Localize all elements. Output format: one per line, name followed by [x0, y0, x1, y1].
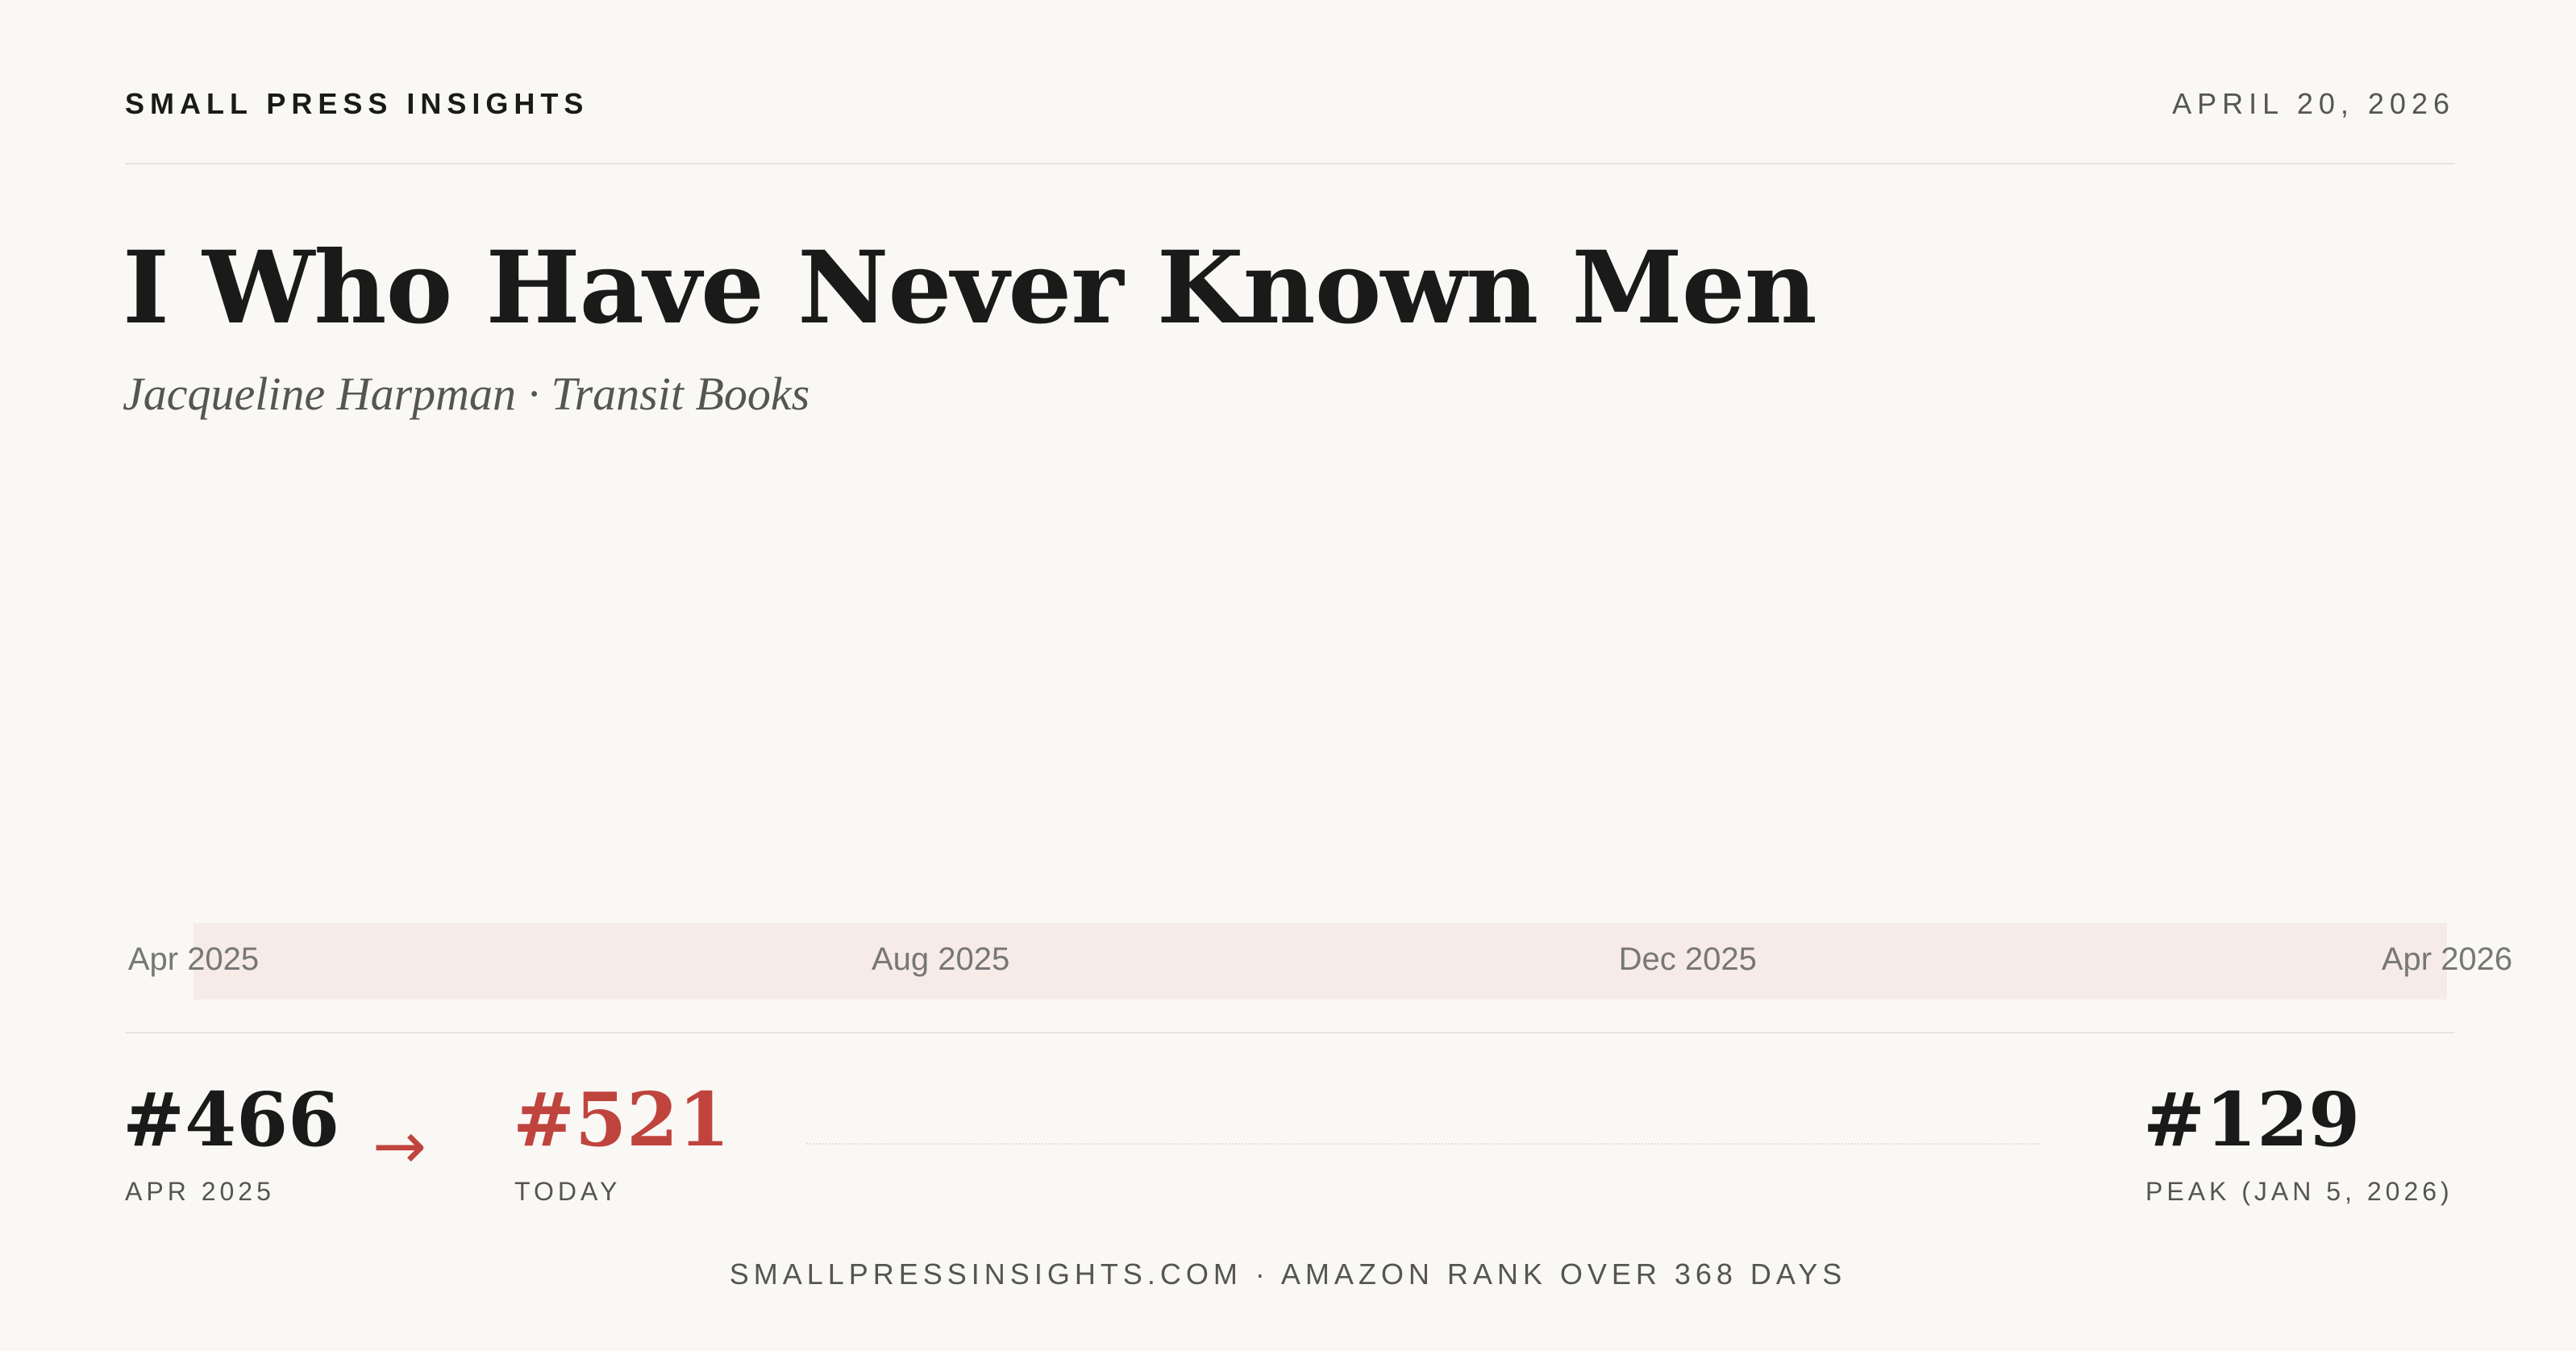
top-divider	[125, 163, 2455, 164]
brand-name: SMALL PRESS INSIGHTS	[125, 87, 589, 120]
footer-credit: SMALLPRESSINSIGHTS.COM · AMAZON RANK OVE…	[729, 1257, 1847, 1291]
x-tick-label: Apr 2025	[128, 942, 259, 977]
report-date: APRIL 20, 2026	[2172, 87, 2455, 120]
x-tick-label: Apr 2026	[2382, 942, 2512, 977]
peak-rank-label: PEAK (JAN 5, 2026)	[2145, 1177, 2453, 1206]
book-title: I Who Have Never Known Men	[123, 230, 1817, 347]
today-rank-label: TODAY	[514, 1177, 622, 1206]
stats-divider	[125, 1032, 2455, 1033]
x-tick-label: Aug 2025	[872, 942, 1009, 977]
header: SMALL PRESS INSIGHTS APRIL 20, 2026	[125, 87, 2455, 121]
arrow-right-icon: →	[372, 1108, 427, 1183]
chart-area-fill	[194, 923, 2447, 1000]
x-tick-label: Dec 2025	[1619, 942, 1757, 977]
start-rank-value: #466	[123, 1076, 340, 1163]
today-rank-value: #521	[513, 1076, 730, 1163]
book-byline: Jacqueline Harpman · Transit Books	[123, 368, 810, 420]
peak-rank-value: #129	[2143, 1076, 2361, 1163]
start-rank-label: APR 2025	[125, 1177, 275, 1206]
stats-dotted-leader	[806, 1143, 2040, 1145]
